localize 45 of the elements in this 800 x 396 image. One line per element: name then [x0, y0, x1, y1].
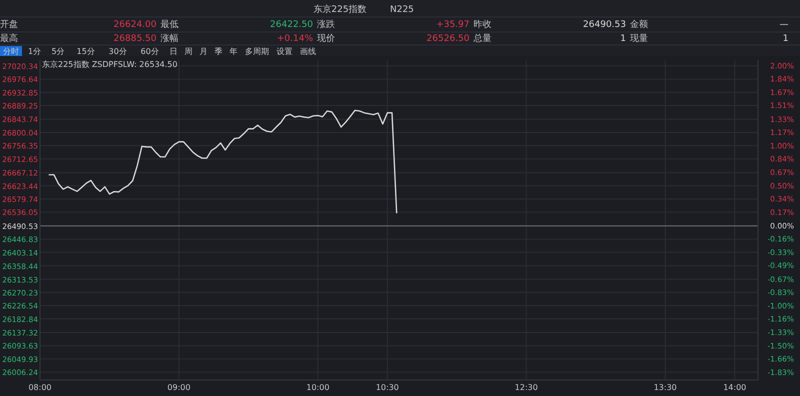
text: 15分 — [76, 47, 95, 56]
text: 26422.50 — [270, 20, 314, 30]
text: 年 — [229, 47, 238, 56]
text: 总量 — [472, 33, 492, 44]
text: 现量 — [630, 33, 648, 44]
text: 1 — [782, 34, 788, 44]
chart-subtitle: N225 — [390, 5, 414, 15]
text: 最低 — [160, 19, 178, 30]
chart-title: 东京225指数 — [313, 4, 367, 15]
text: 1分 — [28, 47, 42, 56]
text: 30分 — [108, 47, 127, 56]
text: 5分 — [51, 47, 65, 56]
text: 涨跌 — [317, 19, 335, 30]
text: 1 — [620, 34, 626, 44]
text: 周 — [184, 47, 192, 56]
x-tick-label: 14:00 — [723, 383, 746, 392]
text: 最高 — [0, 33, 18, 44]
text: 设置 — [276, 47, 292, 56]
text: 昨收 — [474, 19, 492, 30]
text: 26885.50 — [114, 34, 157, 44]
text: 多周期 — [244, 47, 269, 56]
text: 26526.50 — [426, 34, 470, 44]
x-tick-label: 13:30 — [654, 383, 677, 392]
text: 现价 — [317, 33, 335, 44]
text: 开盘 — [0, 19, 18, 30]
text: 60分 — [140, 47, 159, 56]
text: 日 — [169, 47, 178, 56]
x-tick-label: 09:00 — [167, 383, 190, 392]
text: 26624.00 — [114, 20, 157, 30]
x-tick-label: 10:30 — [376, 383, 399, 392]
annotation: 东京225指数 ZSDPFSLW: 26534.50 — [42, 60, 178, 69]
text: 季 — [214, 47, 222, 56]
text: 涨幅 — [160, 33, 178, 44]
text: 月 — [199, 47, 208, 56]
text: +0.14% — [276, 34, 314, 44]
x-tick-label: 12:30 — [514, 383, 538, 392]
text: 金额 — [630, 19, 648, 30]
text: — — [780, 20, 788, 30]
text: +35.97 — [436, 20, 470, 30]
line-series — [48, 110, 398, 214]
text: 26490.53 — [583, 20, 626, 30]
text: 分时 — [3, 47, 19, 56]
x-tick-label: 08:00 — [28, 383, 52, 392]
text: 画线 — [300, 47, 316, 56]
x-tick-label: 10:00 — [306, 383, 330, 392]
